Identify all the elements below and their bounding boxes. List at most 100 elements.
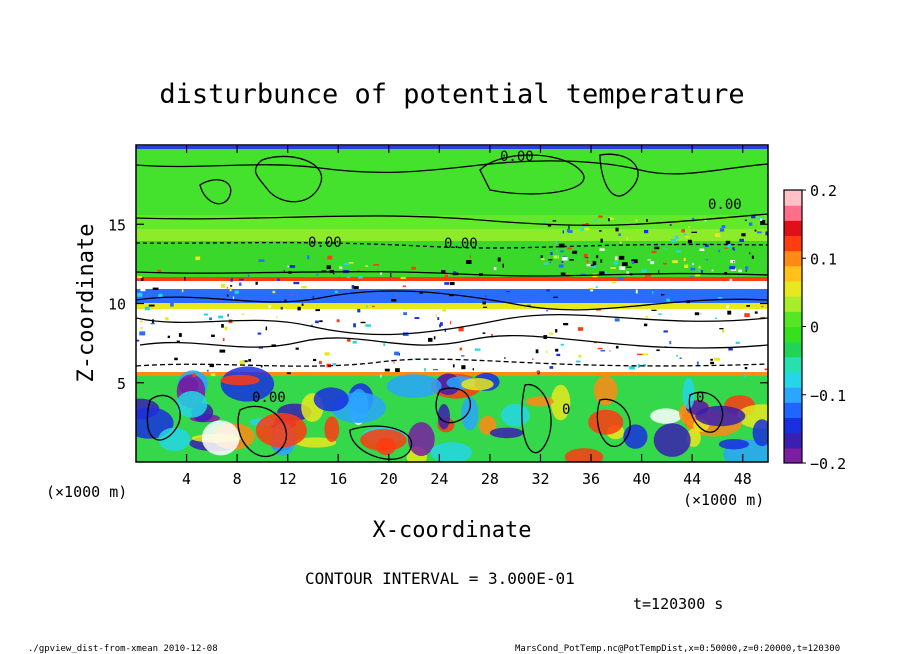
field-speckle — [580, 273, 586, 276]
field-blob — [564, 448, 604, 462]
field-speckle — [558, 264, 564, 268]
x-tick-label: 36 — [582, 470, 600, 488]
field-speckle — [710, 361, 715, 365]
field-speckle — [642, 353, 649, 356]
colorbar-segment — [784, 447, 802, 464]
field-speckle — [390, 273, 392, 278]
field-speckle — [700, 312, 702, 315]
field-speckle — [469, 255, 471, 259]
field-speckle — [592, 261, 597, 266]
field-speckle — [582, 225, 586, 228]
field-speckle — [277, 278, 280, 281]
field-speckle — [472, 368, 474, 371]
field-speckle — [313, 358, 317, 362]
field-speckle — [760, 218, 763, 221]
colorbar-segment — [784, 311, 802, 327]
field-speckle — [719, 228, 725, 232]
x-tick-label: 12 — [279, 470, 297, 488]
contour-lines — [136, 153, 768, 460]
field-speckle — [157, 269, 162, 273]
field-speckle — [384, 368, 390, 372]
field-speckle — [272, 290, 276, 294]
field-speckle — [710, 358, 713, 361]
field-speckle — [646, 219, 648, 222]
field-speckle — [176, 340, 180, 343]
colorbar-segment — [784, 432, 802, 449]
field-speckle — [287, 265, 290, 268]
x-tick-label: 20 — [380, 470, 398, 488]
field-speckle — [568, 225, 570, 230]
field-speckle — [714, 357, 721, 361]
field-speckle — [729, 278, 733, 281]
field-speckle — [650, 261, 655, 265]
footer-left: ./gpview_dist-from-xmean 2010-12-08 — [28, 644, 218, 654]
field-speckle — [586, 259, 588, 263]
field-speckle — [297, 306, 301, 311]
field-speckle — [567, 247, 572, 250]
field-speckle — [284, 299, 287, 303]
contour-label: 0.00 — [708, 197, 742, 213]
field-speckle — [689, 276, 694, 278]
field-speckle — [459, 347, 463, 351]
field-speckle — [744, 219, 747, 221]
field-speckle — [211, 373, 216, 377]
x-tick-label: 44 — [683, 470, 701, 488]
field-speckle — [428, 337, 433, 342]
field-speckle — [665, 248, 667, 250]
field-speckle — [726, 305, 729, 309]
field-speckle — [623, 317, 627, 321]
field-speckle — [152, 287, 159, 290]
field-speckle — [561, 260, 564, 263]
contour-label-group: 0.00 0.00 0.00 0.00 0.00 0 0 — [252, 149, 742, 418]
field-speckle — [566, 228, 571, 233]
field-speckle — [319, 320, 323, 323]
field-speckle — [741, 233, 746, 237]
field-speckle — [738, 269, 742, 273]
field-speckle — [641, 269, 647, 273]
field-speckle — [209, 317, 212, 321]
field-speckle — [645, 315, 649, 318]
field-blob — [176, 391, 208, 418]
colorbar-segment — [784, 356, 802, 373]
field-speckle — [433, 336, 436, 340]
field-speckle — [599, 230, 602, 232]
field-speckle — [474, 348, 481, 351]
field-speckle — [683, 233, 687, 235]
field-speckle — [461, 365, 466, 370]
field-speckle — [301, 286, 307, 289]
field-speckle — [283, 270, 285, 273]
field-speckle — [730, 268, 737, 271]
field-speckle — [729, 266, 736, 270]
field-speckle — [453, 271, 457, 275]
field-speckle — [339, 266, 343, 269]
field-speckle — [730, 260, 736, 264]
field-speckle — [599, 271, 605, 275]
field-speckle — [675, 235, 679, 239]
field-speckle — [449, 282, 455, 286]
y-axis: 5 10 15 — [108, 216, 768, 393]
field-blob — [430, 442, 473, 462]
field-speckle — [672, 260, 678, 264]
time-label: t=120300 s — [633, 595, 723, 613]
field-speckle — [549, 261, 551, 263]
x-tick-label: 16 — [329, 470, 347, 488]
field-speckle — [543, 262, 549, 265]
field-speckle — [268, 339, 272, 343]
field-speckle — [291, 294, 293, 296]
field-speckle — [761, 305, 764, 308]
colorbar-tick-label: 0.1 — [810, 250, 837, 268]
contour-label: 0.00 — [252, 390, 286, 406]
field-speckle — [167, 335, 170, 339]
field-speckle — [493, 267, 497, 271]
field-blob — [682, 377, 695, 410]
field-speckle — [751, 255, 754, 259]
field-speckle — [618, 233, 621, 236]
field-speckle — [224, 326, 228, 331]
field-speckle — [181, 289, 184, 293]
x-axis-title: X-coordinate — [373, 518, 532, 543]
field-speckle — [637, 353, 643, 356]
field-blob — [695, 405, 746, 427]
field-speckle — [765, 231, 768, 236]
field-speckle — [594, 218, 597, 221]
field-speckle — [482, 301, 486, 305]
